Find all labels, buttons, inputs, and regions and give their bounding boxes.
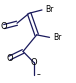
Text: Br: Br — [53, 33, 62, 42]
Text: Br: Br — [46, 5, 54, 14]
Text: –: – — [36, 70, 40, 79]
Text: O: O — [30, 58, 37, 67]
Text: O: O — [6, 54, 13, 63]
Text: O: O — [1, 22, 7, 31]
